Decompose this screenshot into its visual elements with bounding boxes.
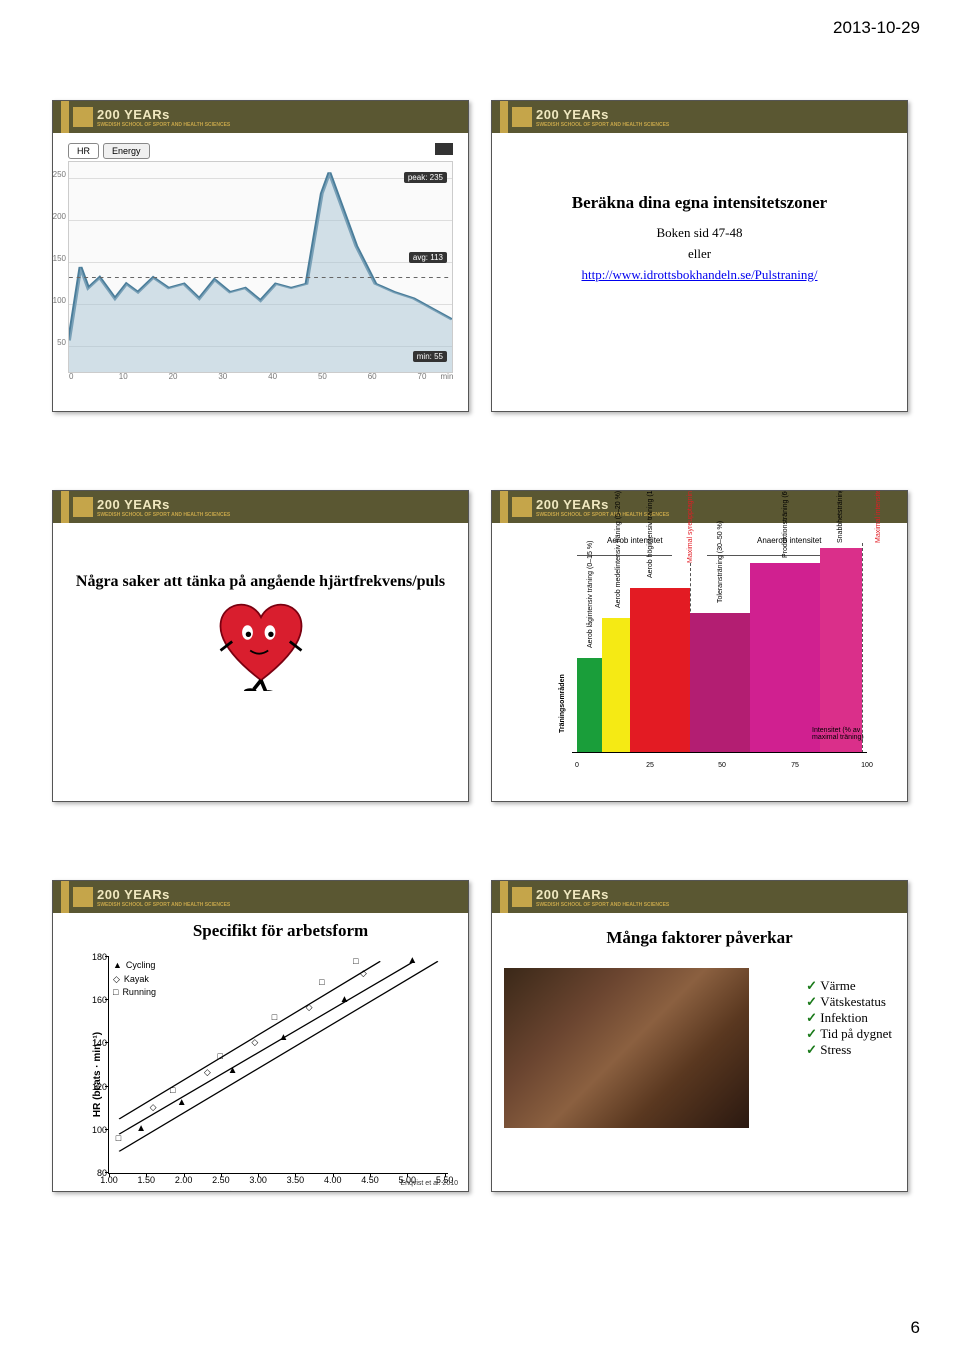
bar-produktion — [750, 563, 820, 753]
peak-badge: peak: 235 — [404, 172, 447, 183]
bar-snabbhet — [820, 548, 862, 753]
calc-line1: Boken sid 47-48 — [507, 223, 892, 244]
factor-bullets: Värme Vätskestatus Infektion Tid på dygn… — [806, 978, 892, 1058]
side-label: Träningsområden — [559, 674, 566, 733]
slide-header: 200 YEARsSWEDISH SCHOOL OF SPORT AND HEA… — [53, 101, 468, 133]
date-header: 2013-10-29 — [833, 18, 920, 38]
slide-header: 200 YEARsSWEDISH SCHOOL OF SPORT AND HEA… — [492, 881, 907, 913]
anaerob-label: Anaerob intensitet — [757, 536, 822, 545]
avg-badge: avg: 113 — [409, 252, 447, 263]
slide-factors: 200 YEARsSWEDISH SCHOOL OF SPORT AND HEA… — [491, 880, 908, 1192]
bar-green — [577, 658, 602, 753]
hr-think-title: Några saker att tänka på angående hjärtf… — [68, 573, 453, 591]
slide-header: 200 YEARsSWEDISH SCHOOL OF SPORT AND HEA… — [53, 881, 468, 913]
slide-header: 200 YEARsSWEDISH SCHOOL OF SPORT AND HEA… — [492, 101, 907, 133]
intensity-chart: Aerob intensitet Anaerob intensitet Trän… — [507, 533, 892, 783]
scatter-area: 80 100 120 140 160 180 1.00 1.50 2.00 2.… — [108, 957, 448, 1174]
calc-title: Beräkna dina egna intensitetszoner — [507, 193, 892, 213]
calc-line2: eller — [507, 244, 892, 265]
slide-hr-chart: 200 YEARsSWEDISH SCHOOL OF SPORT AND HEA… — [52, 100, 469, 412]
bar-tolerans — [690, 613, 750, 753]
hr-tab[interactable]: HR — [68, 143, 99, 159]
xaxis-caption: Intensitet (% av maximal träning) — [812, 727, 872, 741]
slide-calc-zones: 200 YEARsSWEDISH SCHOOL OF SPORT AND HEA… — [491, 100, 908, 412]
scatter-legend: ▲Cycling ◇Kayak □Running — [113, 959, 156, 1000]
bar-yellow — [602, 618, 630, 753]
slide-intensity: 200 YEARsSWEDISH SCHOOL OF SPORT AND HEA… — [491, 490, 908, 802]
bar-red — [630, 588, 690, 753]
slide-header: 200 YEARsSWEDISH SCHOOL OF SPORT AND HEA… — [492, 491, 907, 523]
scatter-title: Specifikt för arbetsform — [93, 921, 468, 941]
page-number: 6 — [911, 1318, 920, 1338]
battery-icon — [435, 143, 453, 155]
hr-chart-area: 250 200 150 100 50 0 10 20 30 40 50 60 7… — [68, 161, 453, 373]
calc-link[interactable]: http://www.idrottsbokhandeln.se/Pulstran… — [581, 267, 817, 282]
logo-subtext: SWEDISH SCHOOL OF SPORT AND HEALTH SCIEN… — [97, 122, 230, 128]
slide-hr-think: 200 YEARsSWEDISH SCHOOL OF SPORT AND HEA… — [52, 490, 469, 802]
min-badge: min: 55 — [413, 351, 447, 362]
factors-title: Många faktorer påverkar — [507, 928, 892, 948]
dashed-label: Maximal syreupptagning — [687, 490, 694, 563]
spinning-photo — [504, 968, 749, 1128]
slide-scatter: 200 YEARsSWEDISH SCHOOL OF SPORT AND HEA… — [52, 880, 469, 1192]
citation: Enqvist et al. 2010 — [400, 1180, 458, 1187]
slide-header: 200 YEARsSWEDISH SCHOOL OF SPORT AND HEA… — [53, 491, 468, 523]
heart-icon — [216, 601, 306, 691]
energy-tab[interactable]: Energy — [103, 143, 150, 159]
logo-text: 200 YEARs — [97, 107, 170, 122]
